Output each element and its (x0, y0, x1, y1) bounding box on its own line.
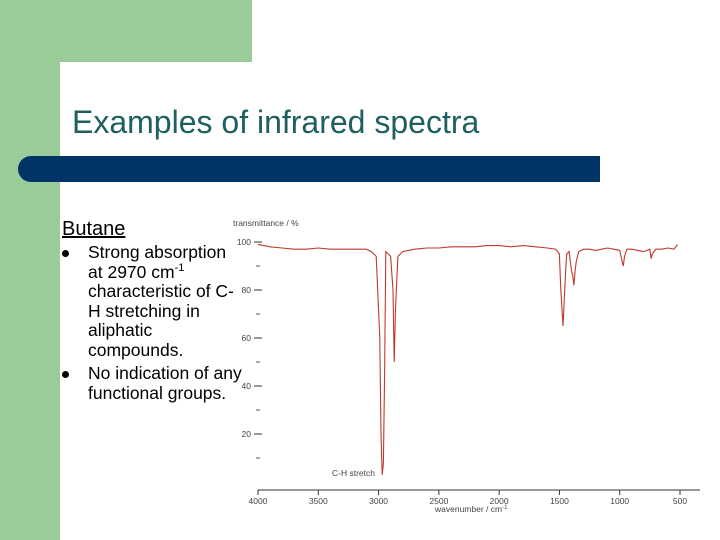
bullet-dot-icon (62, 250, 69, 257)
chart-annotation: C-H stretch (332, 468, 375, 478)
bullet-item: Strong absorption at 2970 cm-1 character… (62, 242, 242, 360)
y-tick-label: 60 (242, 333, 252, 343)
slide-title: Examples of infrared spectra (72, 104, 480, 140)
x-tick-label: 2500 (429, 496, 448, 506)
ir-spectrum-chart: transmittance / % wavenumber / cm-1 C-H … (233, 218, 700, 514)
x-tick-label: 2000 (490, 496, 509, 506)
bullet-text: Strong absorption at 2970 cm (88, 242, 227, 282)
slide-subtitle: Butane (62, 218, 126, 240)
x-tick-label: 4000 (249, 496, 268, 506)
x-tick-label: 1000 (610, 496, 629, 506)
x-axis-label: wavenumber / cm-1 (434, 504, 508, 514)
spectrum-line (257, 243, 679, 475)
x-tick-label: 3000 (369, 496, 388, 506)
green-side-band (0, 0, 60, 540)
bullet-item: No indication of any functional groups. (62, 363, 242, 403)
title-rule-bar (18, 156, 600, 182)
bullet-dot-icon (62, 371, 69, 378)
bullet-list: Strong absorption at 2970 cm-1 character… (62, 242, 242, 407)
bullet-superscript: -1 (174, 261, 185, 274)
y-tick-label: 20 (242, 429, 252, 439)
x-tick-label: 1500 (550, 496, 569, 506)
x-tick-label: 500 (673, 496, 687, 506)
bullet-text: No indication of any functional groups. (88, 363, 242, 403)
x-tick-label: 3500 (309, 496, 328, 506)
y-axis-label: transmittance / % (233, 218, 299, 228)
y-tick-label: 100 (237, 237, 251, 247)
y-tick-label: 80 (242, 285, 252, 295)
bullet-text-cont: characteristic of C-H stretching in alip… (88, 281, 234, 360)
y-tick-label: 40 (242, 381, 252, 391)
